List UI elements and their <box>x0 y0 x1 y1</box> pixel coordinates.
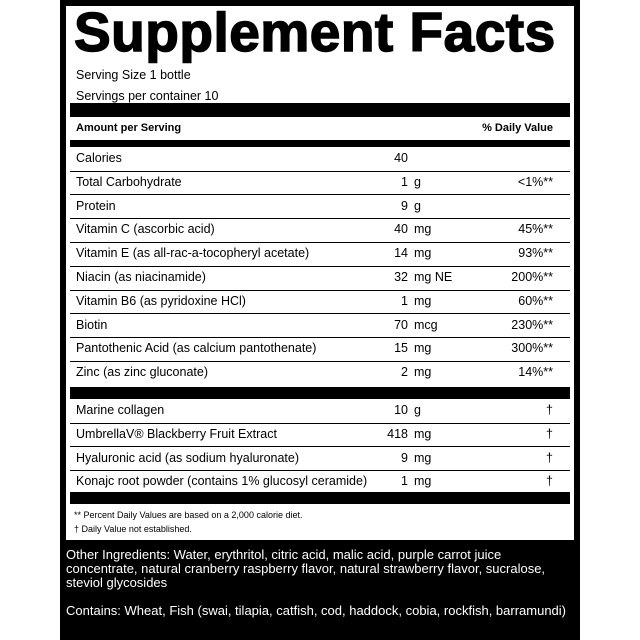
supplement-facts-panel: Supplement Facts Serving Size 1 bottle S… <box>66 0 574 540</box>
page-title: Supplement Facts <box>73 0 556 64</box>
unit: mg <box>414 426 432 441</box>
unit: mg <box>414 474 432 489</box>
nutrient-name: Vitamin E (as all-rac-a-tocopheryl aceta… <box>76 246 310 261</box>
amount: 32 <box>394 270 408 284</box>
footnote-dv: ** Percent Daily Values are based on a 2… <box>74 510 303 520</box>
amount: 9 <box>401 198 408 213</box>
amount: 10 <box>394 403 408 417</box>
servings-per-container: Servings per container 10 <box>76 89 219 103</box>
amount: 40 <box>394 222 408 237</box>
nutrient-name: Marine collagen <box>76 403 165 417</box>
amount: 1 <box>401 293 408 308</box>
amount: 1 <box>401 174 408 189</box>
amount: 15 <box>394 341 408 356</box>
divider-bar <box>70 492 570 504</box>
nutrient-name: UmbrellaV® Blackberry Fruit Extract <box>76 426 277 441</box>
nutrient-name: Konajc root powder (contains 1% glucosyl… <box>76 474 368 489</box>
amount: 40 <box>394 151 408 165</box>
daily-value: 93%** <box>518 246 553 261</box>
unit: mg <box>414 222 432 237</box>
daily-value: † <box>546 474 553 489</box>
table-row: Vitamin B6 (as pyridoxine HCl) 1 mg 60%** <box>70 290 570 315</box>
amount: 2 <box>401 365 408 380</box>
amount: 9 <box>401 450 408 465</box>
nutrient-name: Zinc (as zinc gluconate) <box>76 365 209 380</box>
daily-value: † <box>546 450 553 465</box>
allergen-contains: Contains: Wheat, Fish (swai, tilapia, ca… <box>66 603 566 618</box>
nutrient-name: Total Carbohydrate <box>76 174 182 189</box>
nutrient-name: Pantothenic Acid (as calcium pantothenat… <box>76 341 317 356</box>
nutrient-name: Vitamin B6 (as pyridoxine HCl) <box>76 293 246 308</box>
table-row: Vitamin E (as all-rac-a-tocopheryl aceta… <box>70 242 570 267</box>
other-ingredients: Other Ingredients: Water, erythritol, ci… <box>66 547 546 590</box>
table-row: Marine collagen 10 g † <box>70 399 570 424</box>
nutrient-name: Vitamin C (ascorbic acid) <box>76 222 215 237</box>
dv-header: % Daily Value <box>482 122 553 134</box>
daily-value: † <box>546 426 553 441</box>
table-row: Total Carbohydrate 1 g <1%** <box>70 171 570 196</box>
divider-bar <box>70 103 570 117</box>
unit: g <box>414 403 421 417</box>
daily-value: <1%** <box>517 174 553 189</box>
nutrient-name: Niacin (as niacinamide) <box>76 270 206 284</box>
amount: 1 <box>401 474 408 489</box>
unit: g <box>414 174 421 189</box>
table-row: Pantothenic Acid (as calcium pantothenat… <box>70 337 570 362</box>
table-row: Niacin (as niacinamide) 32 mg NE 200%** <box>70 266 570 291</box>
unit: mg <box>414 293 432 308</box>
amount: 418 <box>387 426 408 441</box>
table-row: Zinc (as zinc gluconate) 2 mg 14%** <box>70 361 570 385</box>
table-row: Konajc root powder (contains 1% glucosyl… <box>70 470 570 494</box>
daily-value: 230%** <box>511 317 553 332</box>
unit: g <box>414 198 421 213</box>
table-row: Vitamin C (ascorbic acid) 40 mg 45%** <box>70 218 570 243</box>
table-row: UmbrellaV® Blackberry Fruit Extract 418 mg… <box>70 423 570 448</box>
nutrient-name: Biotin <box>76 317 108 332</box>
daily-value: 45%** <box>518 222 553 237</box>
table-row: Biotin 70 mcg 230%** <box>70 314 570 339</box>
unit: mcg <box>414 317 438 332</box>
daily-value: † <box>546 403 553 417</box>
daily-value: 14%** <box>518 365 553 380</box>
serving-size: Serving Size 1 bottle <box>76 68 191 82</box>
unit: mg <box>414 450 432 465</box>
amount: 14 <box>394 246 408 261</box>
unit: mg NE <box>414 270 453 284</box>
table-row: Protein 9 g <box>70 195 570 220</box>
ingredients-section: Other Ingredients: Water, erythritol, ci… <box>66 548 566 632</box>
table-row: Hyaluronic acid (as sodium hyaluronate) 9… <box>70 447 570 472</box>
divider-bar <box>70 140 570 147</box>
unit: mg <box>414 246 432 261</box>
daily-value: 200%** <box>511 270 553 284</box>
footnote-dagger: † Daily Value not established. <box>74 524 192 534</box>
amount: 70 <box>394 317 408 332</box>
nutrient-name: Protein <box>76 198 116 213</box>
amount-header: Amount per Serving <box>76 122 182 134</box>
nutrient-name: Hyaluronic acid (as sodium hyaluronate) <box>76 450 300 465</box>
table-row: Calories 40 <box>70 147 570 172</box>
daily-value: 300%** <box>511 341 553 356</box>
daily-value: 60%** <box>518 293 553 308</box>
nutrient-name: Calories <box>76 151 122 165</box>
unit: mg <box>414 365 432 380</box>
unit: mg <box>414 341 432 356</box>
divider-bar <box>70 387 570 399</box>
